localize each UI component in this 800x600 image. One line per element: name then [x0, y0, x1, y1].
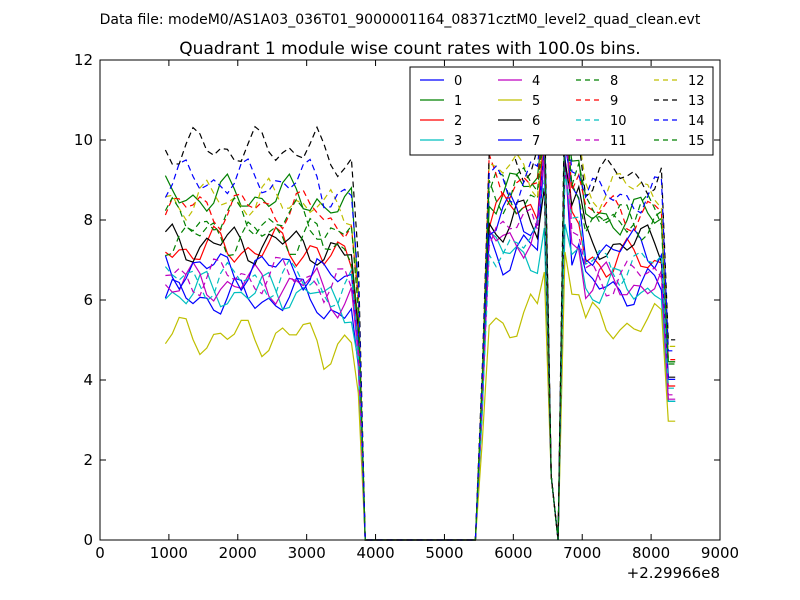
y-tick-label: 4 — [83, 371, 93, 389]
x-tick-label: 7000 — [563, 544, 601, 562]
legend-label-12: 12 — [688, 74, 705, 89]
x-tick-label: 4000 — [356, 544, 394, 562]
x-tick-label: 6000 — [494, 544, 532, 562]
chart-title: Quadrant 1 module wise count rates with … — [179, 39, 640, 59]
y-tick-label: 0 — [83, 531, 93, 549]
y-tick-label: 6 — [83, 291, 93, 309]
y-tick-label: 8 — [83, 211, 93, 229]
chart-suptitle: Data file: modeM0/AS1A03_036T01_90000011… — [100, 12, 701, 28]
legend-label-13: 13 — [688, 94, 705, 109]
legend-label-4: 4 — [532, 74, 540, 89]
x-offset-label: +2.29966e8 — [627, 564, 720, 582]
x-tick-label: 2000 — [219, 544, 257, 562]
legend-label-10: 10 — [610, 114, 627, 129]
y-tick-label: 12 — [74, 51, 93, 69]
x-tick-label: 9000 — [701, 544, 739, 562]
y-tick-label: 2 — [83, 451, 93, 469]
legend-label-5: 5 — [532, 94, 540, 109]
legend-box — [409, 66, 714, 156]
legend-label-6: 6 — [532, 114, 540, 129]
legend-label-14: 14 — [688, 114, 705, 129]
legend-label-0: 0 — [454, 74, 462, 89]
legend-label-11: 11 — [610, 134, 627, 149]
legend-label-1: 1 — [454, 94, 462, 109]
x-tick-label: 0 — [95, 544, 105, 562]
legend-label-7: 7 — [532, 134, 540, 149]
x-tick-label: 8000 — [632, 544, 670, 562]
legend-label-9: 9 — [610, 94, 618, 109]
y-tick-label: 10 — [74, 131, 93, 149]
legend-label-2: 2 — [454, 114, 462, 129]
legend-label-3: 3 — [454, 134, 462, 149]
x-tick-label: 5000 — [425, 544, 463, 562]
series-line-15 — [164, 103, 676, 541]
plot-frame — [99, 59, 721, 541]
axes-layer: 0 1000 2000 3000 4000 5000 6000 7000 8000 9000 0 2 4… — [74, 51, 739, 562]
legend-label-15: 15 — [688, 134, 705, 149]
legend-label-8: 8 — [610, 74, 618, 89]
x-tick-label: 3000 — [288, 544, 326, 562]
x-tick-label: 1000 — [150, 544, 188, 562]
